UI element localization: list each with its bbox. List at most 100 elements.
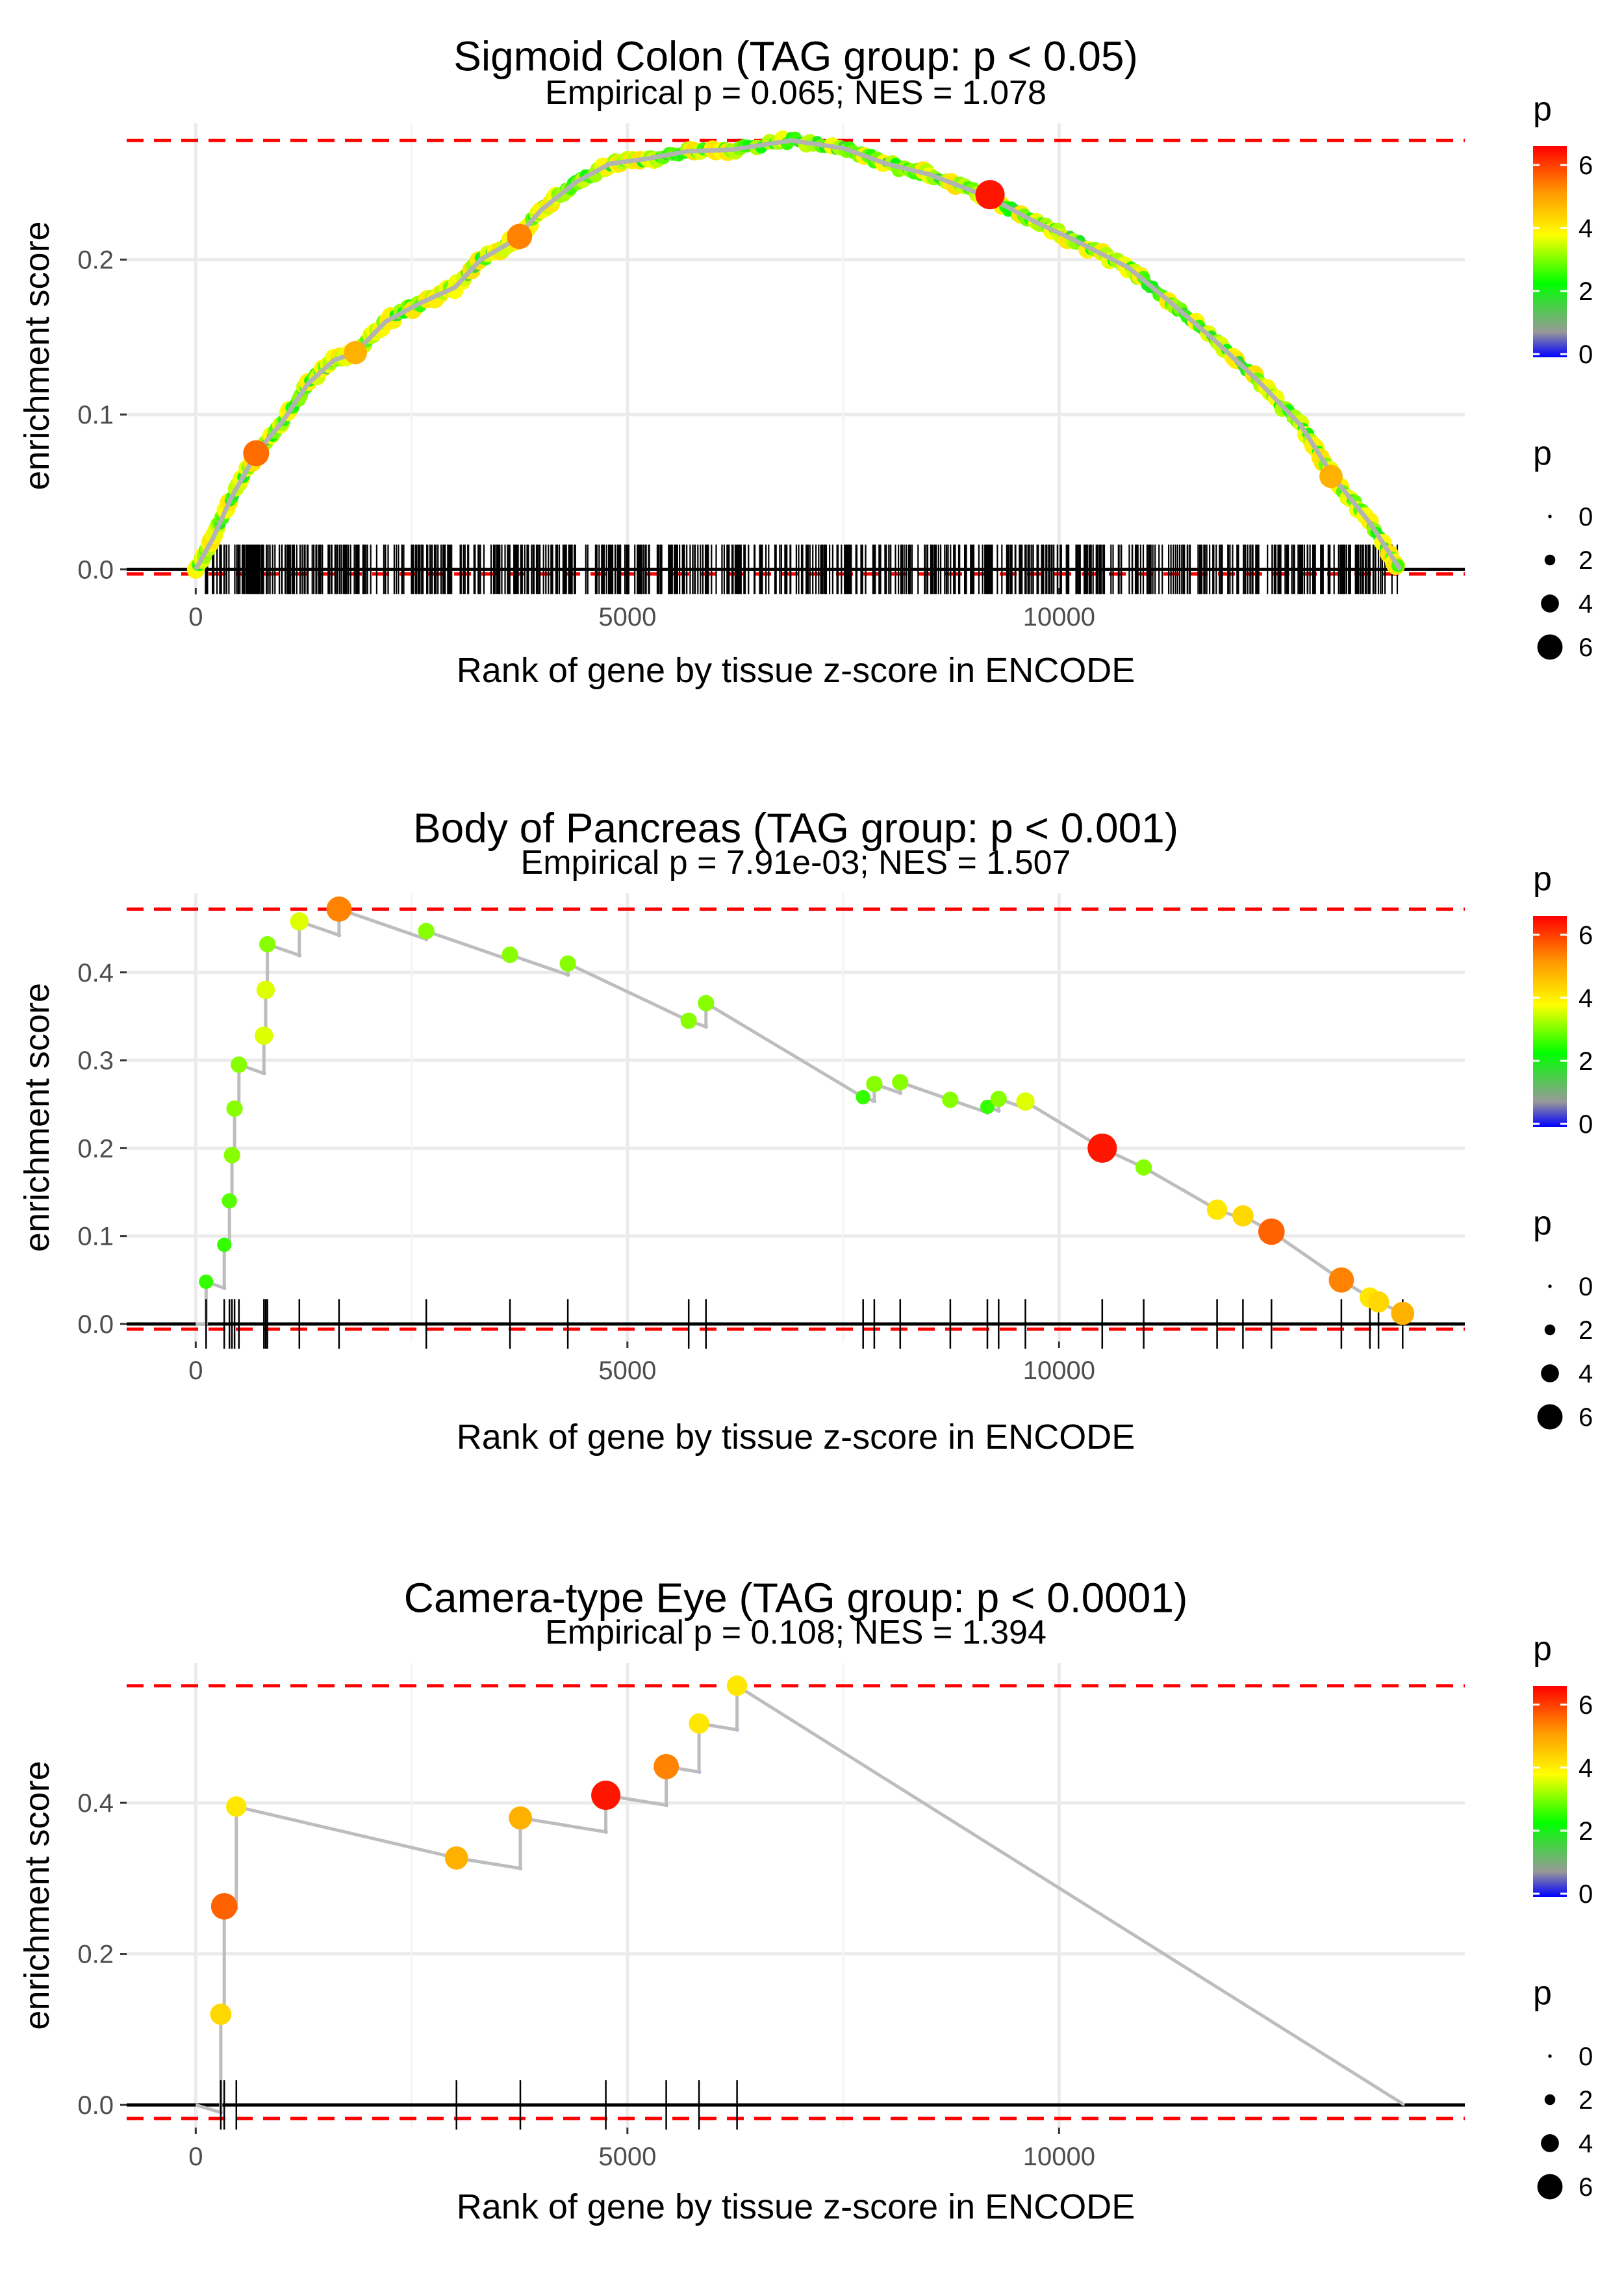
size-legend-dot [1541,2134,1559,2152]
size-legend-label: 0 [1579,2042,1593,2071]
hit-point [1367,1291,1389,1313]
size-legend-title: p [1533,435,1552,472]
y-tick-label: 0.1 [77,1223,114,1251]
hit-point [559,955,576,972]
colorbar-tick-label: 6 [1579,1691,1593,1720]
y-axis-label: enrichment score [18,1761,57,2029]
panel-2 [120,893,1567,1430]
size-legend-dot [1548,1284,1552,1288]
y-tick-label: 0.0 [77,2091,114,2120]
size-legend-dot [1544,554,1556,566]
y-tick-label: 0.4 [77,1789,114,1818]
colorbar-tick-label: 4 [1579,214,1593,243]
size-legend-label: 2 [1579,546,1593,575]
size-legend-label: 0 [1579,1273,1593,1301]
colorbar-tick-label: 6 [1579,151,1593,180]
panel-3 [120,1663,1567,2200]
x-tick-label: 5000 [598,1356,656,1385]
y-tick-label: 0.1 [77,401,114,429]
hit-point [444,1846,468,1870]
hit-point [689,1713,709,1734]
hit-point [231,1056,247,1073]
x-tick-label: 5000 [598,603,656,631]
colorbar-tick-label: 2 [1579,277,1593,306]
size-legend-label: 4 [1579,590,1593,618]
hit-point [942,1091,959,1108]
size-legend-label: 0 [1579,503,1593,531]
colorbar-title: p [1533,1630,1552,1668]
y-tick-label: 0.2 [77,1134,114,1163]
size-legend-dot [1537,634,1563,660]
hit-point [892,1074,909,1091]
hit-point [226,1100,243,1117]
highlight-point [344,340,368,364]
size-legend-dot [1541,1364,1559,1382]
colorbar-tick-label: 6 [1579,921,1593,950]
colorbar-title: p [1533,90,1552,128]
hit-point [1206,1199,1228,1220]
colorbar-tick-label: 0 [1579,1110,1593,1139]
colorbar-gradient [1533,916,1567,1127]
hit-point [223,1147,240,1164]
x-tick-label: 10000 [1023,1356,1095,1385]
size-legend-label: 2 [1579,2086,1593,2115]
size-legend-dot [1537,1404,1563,1430]
es-curve [194,138,1402,571]
colorbar-title: p [1533,860,1552,898]
highlight-point [243,440,270,466]
hit-point [217,1238,232,1253]
colorbar-tick-label: 4 [1579,1754,1593,1783]
hit-point [326,896,352,922]
hit-point [199,1274,214,1290]
x-tick-label: 0 [188,1356,203,1385]
y-axis-label: enrichment score [18,983,57,1252]
size-legend-dot [1537,2174,1563,2200]
size-legend-label: 4 [1579,2130,1593,2158]
colorbar-tick-label: 0 [1579,340,1593,369]
hit-point [501,947,518,963]
hit-point [653,1753,679,1779]
hit-ticks [205,1299,1404,1349]
hit-point [255,1026,273,1045]
colorbar-tick-label: 0 [1579,1880,1593,1909]
x-tick-label: 10000 [1023,603,1095,631]
highlight-point [975,180,1005,210]
hit-point [1016,1092,1035,1111]
hit-point [1135,1159,1152,1176]
colorbar-tick-label: 2 [1579,1047,1593,1076]
hit-point [256,980,275,999]
highlight-point [507,223,533,249]
x-tick-label: 0 [188,2143,203,2171]
hit-point [980,1099,995,1114]
hit-point [1391,1301,1415,1325]
y-axis-label: enrichment score [18,221,57,490]
size-legend-label: 6 [1579,1403,1593,1432]
size-legend-dot [1544,2094,1556,2105]
size-legend-label: 4 [1579,1360,1593,1388]
size-legend-dot [1541,594,1559,613]
colorbar-tick-label: 2 [1579,1817,1593,1846]
size-legend-label: 6 [1579,633,1593,662]
colorbar-tick-label: 4 [1579,984,1593,1013]
y-tick-label: 0.4 [77,959,114,987]
size-legend-dot [1548,2054,1552,2058]
x-axis-label: Rank of gene by tissue z-score in ENCODE [457,1418,1135,1457]
chart-subtitle: Empirical p = 0.065; NES = 1.078 [545,74,1047,112]
hit-point [509,1806,532,1830]
y-tick-label: 0.0 [77,555,114,584]
panel-1 [120,123,1567,660]
size-legend-label: 2 [1579,1316,1593,1345]
hit-point [856,1089,870,1104]
size-legend-label: 6 [1579,2173,1593,2202]
size-legend-dot [1544,1324,1556,1336]
hit-ticks [205,544,1399,594]
x-tick-label: 5000 [598,2143,656,2171]
hit-point [726,1675,748,1696]
x-tick-label: 0 [188,603,203,631]
y-tick-label: 0.3 [77,1047,114,1075]
y-tick-label: 0.2 [77,1940,114,1969]
hit-point [698,995,715,1011]
size-legend-title: p [1533,1974,1552,2012]
